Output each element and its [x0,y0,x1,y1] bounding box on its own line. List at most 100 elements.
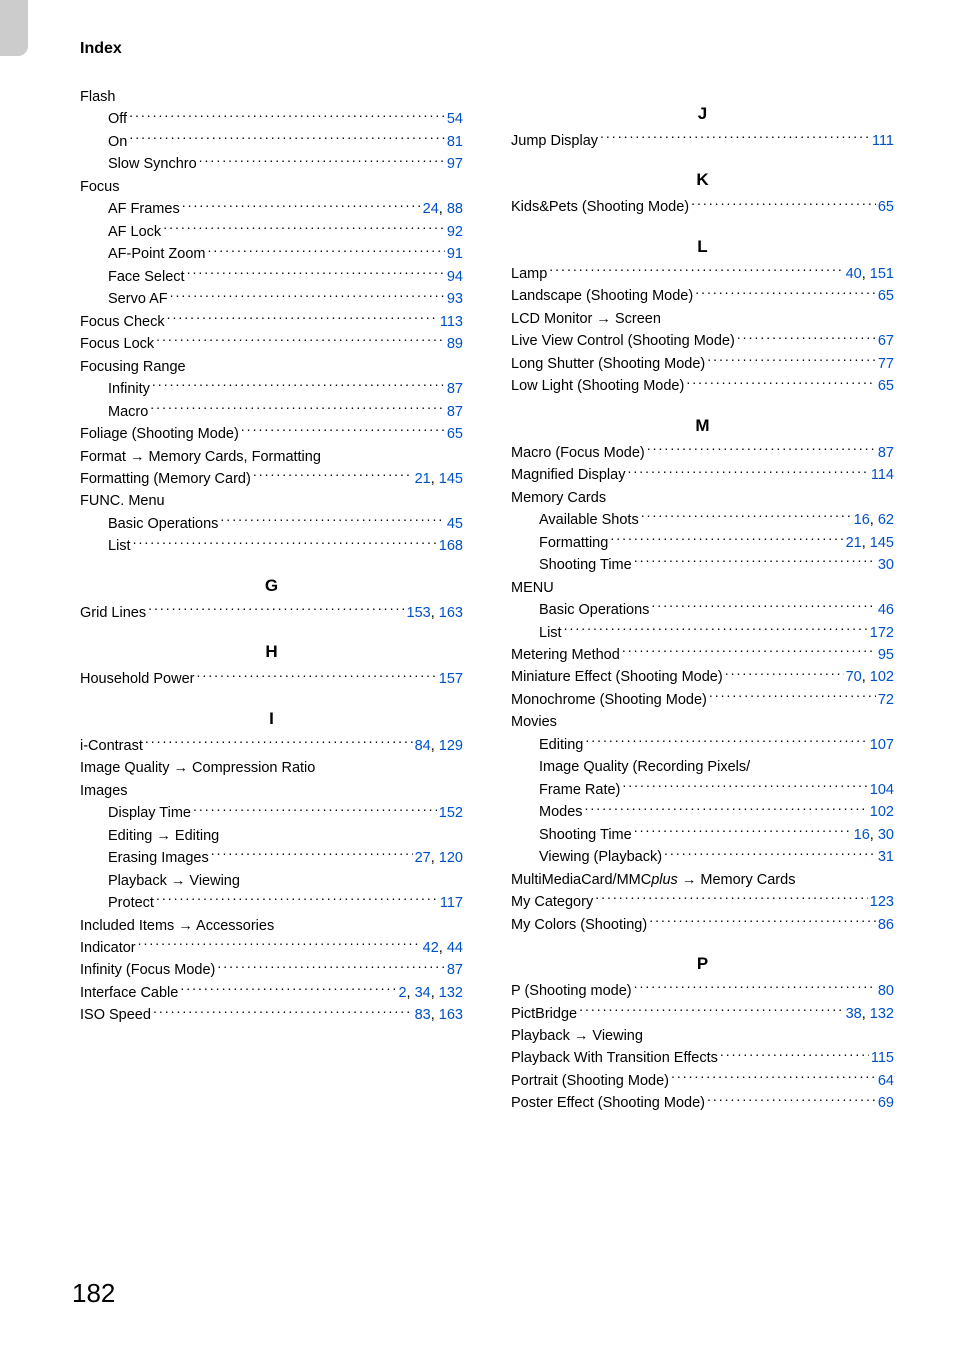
index-entry-label: Miniature Effect (Shooting Mode) [511,666,723,688]
page-ref[interactable]: 72 [878,692,894,708]
page-ref[interactable]: 157 [439,671,463,687]
page-ref[interactable]: 67 [878,333,894,349]
page-ref[interactable]: 42 [423,940,439,956]
page-ref[interactable]: 30 [878,557,894,573]
index-entry-label: Erasing Images [108,847,209,869]
page-ref[interactable]: 44 [447,940,463,956]
page-ref[interactable]: 65 [447,426,463,442]
leader-dots [133,536,437,551]
index-line: MultiMediaCard/MMCplus → Memory Cards [511,869,894,891]
page-ref[interactable]: 86 [878,917,894,933]
page-ref[interactable]: 104 [870,782,894,798]
leader-dots [208,244,445,259]
page-ref[interactable]: 65 [878,288,894,304]
leader-dots [641,510,852,525]
page-ref[interactable]: 81 [447,134,463,150]
page-ref[interactable]: 132 [870,1006,894,1022]
page-ref[interactable]: 163 [439,605,463,621]
page-ref[interactable]: 69 [878,1095,894,1111]
page-ref[interactable]: 153 [407,605,431,621]
page-ref[interactable]: 46 [878,602,894,618]
index-entry-label: i-Contrast [80,735,143,757]
page-ref[interactable]: 145 [870,535,894,551]
page-ref[interactable]: 132 [439,985,463,1001]
page-ref[interactable]: 27 [415,850,431,866]
page-ref[interactable]: 77 [878,356,894,372]
page-ref[interactable]: 95 [878,647,894,663]
page-ref[interactable]: 93 [447,291,463,307]
page-ref[interactable]: 84 [415,738,431,754]
page-ref[interactable]: 40 [846,266,862,282]
leader-dots [156,334,445,349]
index-entry-label: Face Select [108,266,185,288]
index-entry-label: Shooting Time [539,554,632,576]
index-entry: Modes102 [511,801,894,823]
page-ref[interactable]: 152 [439,805,463,821]
page-ref[interactable]: 31 [878,849,894,865]
index-entry-label: Protect [108,892,154,914]
page-ref[interactable]: 16 [854,512,870,528]
page-ref[interactable]: 168 [439,538,463,554]
page-ref[interactable]: 91 [447,246,463,262]
page-ref[interactable]: 54 [447,111,463,127]
page-ref[interactable]: 89 [447,336,463,352]
index-line: Flash [80,86,463,108]
page-ref[interactable]: 70 [846,669,862,685]
page-ref[interactable]: 24 [423,201,439,217]
index-entry-pages: 153, 163 [407,602,463,624]
page-ref[interactable]: 123 [870,894,894,910]
index-entry-pages: 87 [447,959,463,981]
index-entry-label: Infinity (Focus Mode) [80,959,215,981]
page-ref[interactable]: 114 [871,467,894,483]
page-ref[interactable]: 30 [878,827,894,843]
page-ref[interactable]: 172 [870,625,894,641]
page-ref[interactable]: 87 [447,962,463,978]
page-ref[interactable]: 94 [447,269,463,285]
page-ref[interactable]: 65 [878,199,894,215]
page-ref[interactable]: 117 [440,895,463,911]
page-ref[interactable]: 120 [439,850,463,866]
column-right: JJump Display111KKids&Pets (Shooting Mod… [511,86,894,1115]
index-line: Memory Cards [511,487,894,509]
index-entry: P (Shooting mode)80 [511,980,894,1002]
page-ref[interactable]: 88 [447,201,463,217]
index-entry-label: Slow Synchro [108,153,197,175]
page-ref[interactable]: 111 [872,133,894,149]
index-entry-label: Foliage (Shooting Mode) [80,423,239,445]
index-line: Included Items → Accessories [80,915,463,937]
index-entry-pages: 86 [878,914,894,936]
page-ref[interactable]: 80 [878,983,894,999]
page-ref[interactable]: 97 [447,156,463,172]
page-ref[interactable]: 87 [878,445,894,461]
page-ref[interactable]: 83 [415,1007,431,1023]
page-ref[interactable]: 113 [440,314,463,330]
page-ref[interactable]: 129 [439,738,463,754]
page-ref[interactable]: 21 [846,535,862,551]
page-ref[interactable]: 87 [447,381,463,397]
page-ref[interactable]: 151 [870,266,894,282]
page-ref[interactable]: 34 [415,985,431,1001]
index-entry: Basic Operations46 [511,599,894,621]
page-ref[interactable]: 92 [447,224,463,240]
page-ref[interactable]: 21 [415,471,431,487]
index-entry-label: Formatting (Memory Card) [80,468,251,490]
page-ref[interactable]: 102 [870,669,894,685]
page-ref[interactable]: 16 [854,827,870,843]
page-ref[interactable]: 115 [871,1050,894,1066]
page-ref[interactable]: 145 [439,471,463,487]
leader-dots [651,600,875,615]
page-ref[interactable]: 102 [870,804,894,820]
leader-dots [150,401,445,416]
page-ref[interactable]: 38 [846,1006,862,1022]
page-ref[interactable]: 64 [878,1073,894,1089]
page-ref[interactable]: 45 [447,516,463,532]
page-ref[interactable]: 2 [398,985,406,1001]
index-entry: Slow Synchro 97 [80,153,463,175]
page-ref[interactable]: 62 [878,512,894,528]
page-ref[interactable]: 87 [447,404,463,420]
leader-dots [707,353,876,368]
page-ref[interactable]: 65 [878,378,894,394]
page-ref[interactable]: 163 [439,1007,463,1023]
index-entry-label: Display Time [108,802,191,824]
page-ref[interactable]: 107 [870,737,894,753]
